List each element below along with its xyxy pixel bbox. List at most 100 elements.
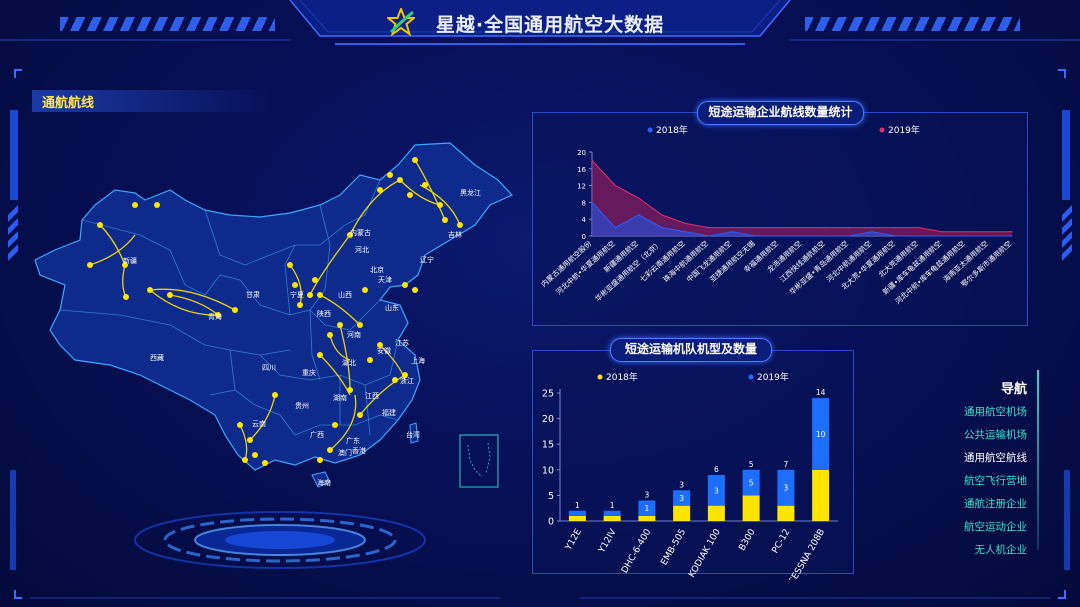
bar-x-tick-label: Y12IV — [597, 527, 619, 556]
province-label: 吉林 — [448, 230, 462, 239]
legend-2019-swatch — [748, 374, 754, 380]
map-panel-title: 通航航线 — [32, 90, 272, 112]
province-label: 陕西 — [317, 309, 331, 318]
legend-2019-label: 2019年 — [888, 124, 920, 136]
series-point-0 — [614, 227, 616, 229]
bar-2018 — [777, 505, 795, 521]
province-label: 重庆 — [302, 368, 316, 377]
flight-routes — [89, 159, 461, 461]
route-count-area-chart: 2018年 2019年 0 4 8 12 16 20 内蒙古通用航空股份河北中航•华夏通用… — [539, 124, 1013, 306]
series-point-1 — [824, 227, 826, 229]
province-label: 湖北 — [342, 358, 356, 367]
series-point-0 — [871, 231, 873, 233]
bar-2019-data-label: 7 — [783, 460, 788, 469]
nav-item-registered-companies[interactable]: 通航注册企业 — [964, 498, 1027, 510]
series-point-0 — [708, 235, 710, 237]
bar-2018-data-label: 1 — [644, 504, 649, 513]
bar-2018 — [638, 515, 656, 521]
bar-2019-data-label: 5 — [749, 460, 754, 469]
nav-item-general-routes[interactable]: 通用航空航线 — [964, 452, 1027, 464]
series-point-0 — [731, 231, 733, 233]
line-x-axis-labels: 内蒙古通用航空股份河北中航•华夏通用航空新疆通用航空华彬亚盛通用航空（北京）七彩… — [539, 239, 1013, 306]
legend-2019-label: 2019年 — [757, 371, 789, 383]
series-point-1 — [1011, 231, 1013, 233]
line-legend: 2018年 2019年 — [647, 124, 920, 136]
legend-2019-swatch — [879, 127, 885, 133]
province-label: 宁夏 — [290, 290, 304, 299]
line-y-tick-label: 16 — [577, 166, 586, 174]
header-stripes-right — [805, 17, 1020, 31]
province-label: 浙江 — [400, 376, 414, 385]
series-point-0 — [801, 235, 803, 237]
bar-x-tick-label: DHC-6-400 — [620, 527, 653, 575]
china-map[interactable]: 黑龙江 吉林 辽宁 内蒙古 河北 北京 天津 山东 山西 陕西 宁夏 甘肃 青海… — [20, 125, 540, 595]
bar-2019 — [742, 469, 760, 496]
province-label: 海南 — [317, 478, 331, 487]
province-labels: 黑龙江 吉林 辽宁 内蒙古 河北 北京 天津 山东 山西 陕西 宁夏 甘肃 青海… — [123, 188, 481, 487]
bar-2019-data-label: 6 — [714, 465, 719, 474]
nav-item-general-airports[interactable]: 通用航空机场 — [964, 406, 1027, 418]
glow-platform — [134, 511, 426, 569]
bar-x-tick-label: KODIAK 100 — [687, 527, 723, 579]
province-label: 新疆 — [123, 256, 137, 265]
province-label: 青海 — [208, 312, 222, 321]
bar-2018 — [673, 505, 691, 521]
province-label: 四川 — [262, 364, 276, 372]
hainan-island — [311, 471, 331, 488]
province-label: 广东 — [346, 436, 360, 445]
bar-2018-data-label: 3 — [783, 484, 788, 493]
line-y-tick-label: 12 — [577, 183, 586, 191]
bar-legend: 2018年 2019年 — [597, 371, 789, 383]
bar-series: 1 1 1 3 3 3 3 6 5 5 3 7 10 14 — [568, 388, 830, 521]
province-label: 贵州 — [295, 401, 309, 410]
nav-item-drone-companies[interactable]: 无人机企业 — [974, 544, 1028, 556]
series-point-1 — [941, 231, 943, 233]
title-box: 星越·全国通用航空大数据 — [290, 0, 790, 44]
series-point-0 — [1011, 235, 1013, 237]
header: 星越·全国通用航空大数据 — [0, 0, 1080, 52]
series-point-1 — [731, 227, 733, 229]
bar-2019 — [707, 474, 725, 506]
bar-y-tick-label: 25 — [542, 389, 554, 400]
series-point-0 — [894, 235, 896, 237]
line-y-tick-label: 0 — [582, 233, 586, 241]
bar-y-tick-label: 10 — [542, 465, 554, 476]
nav-item-public-airports[interactable]: 公共运输机场 — [964, 429, 1027, 441]
series-point-0 — [778, 235, 780, 237]
province-label: 江苏 — [395, 338, 409, 347]
bar-x-tick-label: B300 — [737, 527, 757, 552]
series-point-1 — [964, 231, 966, 233]
fleet-chart-panel — [532, 350, 854, 574]
nav-item-aviation-sports[interactable]: 航空运动企业 — [964, 521, 1027, 533]
series-point-0 — [591, 201, 593, 203]
bar-2019 — [603, 510, 621, 516]
province-label: 云南 — [252, 419, 266, 428]
header-stripes-left — [60, 17, 275, 31]
province-label: 广西 — [310, 430, 324, 439]
legend-2018-swatch — [597, 374, 603, 380]
route-count-chart-title: 短途运输企业航线数量统计 — [697, 101, 864, 125]
province-label: 江西 — [365, 392, 379, 400]
bar-2019-data-label: 3 — [644, 491, 649, 500]
bar-2018-data-label: 10 — [816, 430, 826, 439]
series-point-0 — [988, 235, 990, 237]
legend-2018-swatch — [647, 127, 653, 133]
series-point-0 — [918, 235, 920, 237]
bar-2018-data-label: 3 — [714, 486, 719, 495]
bar-2018 — [707, 505, 725, 521]
fleet-chart-title: 短途运输机队机型及数量 — [610, 338, 772, 362]
airport-dots — [87, 157, 463, 466]
bar-y-tick-label: 5 — [548, 491, 554, 502]
province-borders — [59, 179, 399, 436]
bar-y-tick-label: 0 — [548, 517, 554, 528]
province-label: 澳门 — [338, 448, 352, 457]
series-point-1 — [778, 227, 780, 229]
china-landmass — [34, 142, 514, 471]
series-point-1 — [801, 227, 803, 229]
province-label: 辽宁 — [420, 255, 434, 264]
bar-x-tick-label: PC-12 — [771, 528, 793, 556]
nav-item-flight-camps[interactable]: 航空飞行营地 — [964, 475, 1027, 487]
series-point-1 — [988, 231, 990, 233]
